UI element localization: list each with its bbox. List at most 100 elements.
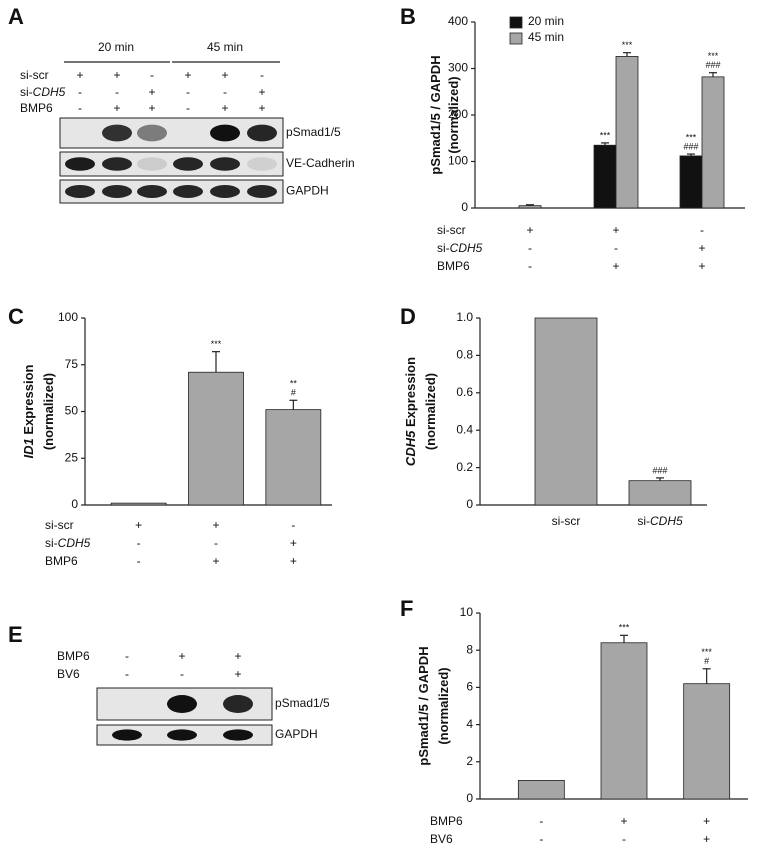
condition-sign: - — [125, 649, 129, 663]
blot-band — [137, 157, 167, 171]
condition-sign: - — [528, 241, 532, 255]
y-tick-label: 0 — [466, 791, 473, 805]
blot-band — [167, 729, 197, 741]
text-part: si-scr — [552, 514, 581, 528]
significance-label: # — [291, 388, 296, 398]
text-part: BMP6 — [45, 554, 78, 568]
condition-sign: - — [115, 85, 119, 99]
condition-sign: + — [221, 68, 228, 82]
condition-sign: + — [135, 518, 142, 532]
condition-sign: - — [614, 241, 618, 255]
condition-sign: + — [258, 85, 265, 99]
condition-sign: - — [78, 101, 82, 115]
condition-sign: - — [137, 554, 141, 568]
x-tick-label: si-CDH5 — [637, 514, 683, 528]
significance-label: *** — [600, 130, 611, 140]
legend-swatch — [509, 32, 523, 45]
text-part: si- — [437, 241, 450, 255]
text-part: CDH5 — [450, 241, 483, 255]
y-tick-label: 25 — [65, 450, 79, 464]
condition-sign: + — [258, 101, 265, 115]
bar — [110, 502, 167, 506]
text-part: CDH5 — [403, 430, 418, 466]
y-tick-label: 8 — [466, 642, 473, 656]
condition-sign: - — [539, 814, 543, 828]
blot-band — [173, 157, 203, 171]
condition-label: si-scr — [437, 223, 466, 237]
y-tick-label: 0.6 — [456, 385, 473, 399]
blot-strip — [59, 151, 284, 177]
y-tick-label: 200 — [448, 107, 468, 121]
y-tick-label: 75 — [65, 357, 79, 371]
legend-label: 20 min — [528, 14, 564, 28]
condition-sign: - — [223, 85, 227, 99]
y-tick-label: 300 — [448, 61, 468, 75]
legend-label: 45 min — [528, 30, 564, 44]
text-part: CDH5 — [650, 514, 683, 528]
condition-label: BMP6 — [437, 259, 470, 273]
y-axis-label: pSmad1/5 / GAPDH — [416, 646, 431, 765]
y-tick-label: 0 — [461, 200, 468, 214]
condition-sign: - — [125, 667, 129, 681]
blot-band — [223, 729, 253, 741]
legend-swatch — [509, 16, 523, 29]
blot-band — [247, 185, 277, 198]
condition-sign: + — [234, 649, 241, 663]
significance-label: # — [704, 656, 709, 666]
blot-band — [112, 729, 142, 741]
condition-label: BV6 — [430, 832, 453, 846]
text-part: si-scr — [437, 223, 466, 237]
condition-label: BMP6 — [57, 649, 90, 663]
bar — [615, 56, 639, 209]
significance-label: *** — [211, 339, 222, 349]
text-part: (normalized) — [41, 373, 56, 450]
y-tick-label: 0.4 — [456, 422, 473, 436]
blot-band — [102, 124, 132, 142]
condition-sign: + — [703, 832, 710, 846]
condition-sign: - — [186, 101, 190, 115]
bar — [679, 155, 703, 209]
blot-band — [210, 124, 240, 142]
condition-sign: - — [528, 259, 532, 273]
bar — [534, 317, 598, 506]
band-label: VE-Cadherin — [286, 156, 355, 170]
bar — [683, 683, 731, 800]
band-label: pSmad1/5 — [275, 696, 330, 710]
condition-label: BV6 — [57, 667, 80, 681]
panel-letter: A — [8, 4, 24, 29]
y-axis-label: ID1 Expression — [21, 364, 36, 458]
blot-band — [223, 695, 253, 713]
y-axis-label: (normalized) — [436, 667, 451, 744]
condition-label: si-CDH5 — [437, 241, 483, 255]
panel-letter: D — [400, 304, 416, 329]
panel-letter: F — [400, 596, 413, 621]
condition-label: BMP6 — [430, 814, 463, 828]
blot-band — [247, 157, 277, 171]
y-tick-label: 0 — [466, 497, 473, 511]
condition-sign: + — [148, 101, 155, 115]
bar — [518, 205, 542, 209]
condition-sign: - — [700, 223, 704, 237]
band-label: GAPDH — [275, 727, 318, 741]
blot-band — [247, 124, 277, 142]
condition-sign: + — [76, 68, 83, 82]
blot-band — [102, 185, 132, 198]
y-tick-label: 100 — [58, 310, 78, 324]
condition-sign: - — [186, 85, 190, 99]
y-tick-label: 100 — [448, 154, 468, 168]
condition-sign: - — [180, 667, 184, 681]
condition-sign: + — [148, 85, 155, 99]
group-label: 45 min — [207, 40, 243, 54]
condition-sign: + — [113, 101, 120, 115]
significance-label: *** — [686, 132, 697, 142]
condition-sign: + — [620, 814, 627, 828]
bar — [701, 76, 725, 209]
band-label: GAPDH — [286, 184, 329, 198]
blot-band — [210, 157, 240, 171]
blot-band — [167, 695, 197, 713]
y-axis-label: pSmad1/5 / GAPDH — [428, 55, 443, 174]
y-tick-label: 0.2 — [456, 460, 473, 474]
condition-sign: + — [113, 68, 120, 82]
bar — [188, 371, 244, 506]
